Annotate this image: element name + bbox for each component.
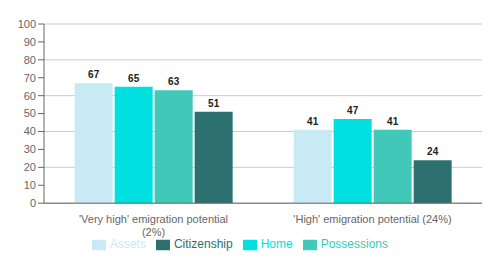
svg-text:0: 0 [30, 197, 36, 209]
svg-text:65: 65 [128, 73, 140, 84]
svg-text:100: 100 [18, 18, 36, 30]
svg-text:67: 67 [88, 69, 100, 80]
svg-text:24: 24 [427, 146, 439, 157]
svg-text:90: 90 [24, 36, 36, 48]
svg-text:10: 10 [24, 179, 36, 191]
svg-text:41: 41 [387, 116, 399, 127]
html-text:Possessions: Possessions [320, 237, 388, 252]
svg-text:40: 40 [24, 125, 36, 137]
svg-text:30: 30 [24, 143, 36, 155]
html-text:Assets: Assets [109, 237, 146, 252]
svg-text:41: 41 [307, 116, 319, 127]
svg-text:60: 60 [24, 90, 36, 102]
html-text:Citizenship: Citizenship [174, 237, 233, 252]
svg-text:70: 70 [24, 72, 36, 84]
svg-text:51: 51 [208, 98, 220, 109]
svg-text:20: 20 [24, 161, 36, 173]
svg-text:63: 63 [168, 76, 180, 87]
svg-text:47: 47 [347, 105, 359, 116]
html-text:Home: Home [260, 237, 293, 252]
svg-text:50: 50 [24, 107, 36, 119]
svg-text:'Very high' emigration potenti: 'Very high' emigration potential(2%) [79, 213, 228, 238]
svg-text:'High' emigration potential (2: 'High' emigration potential (24%) [293, 213, 451, 225]
svg-text:80: 80 [24, 54, 36, 66]
